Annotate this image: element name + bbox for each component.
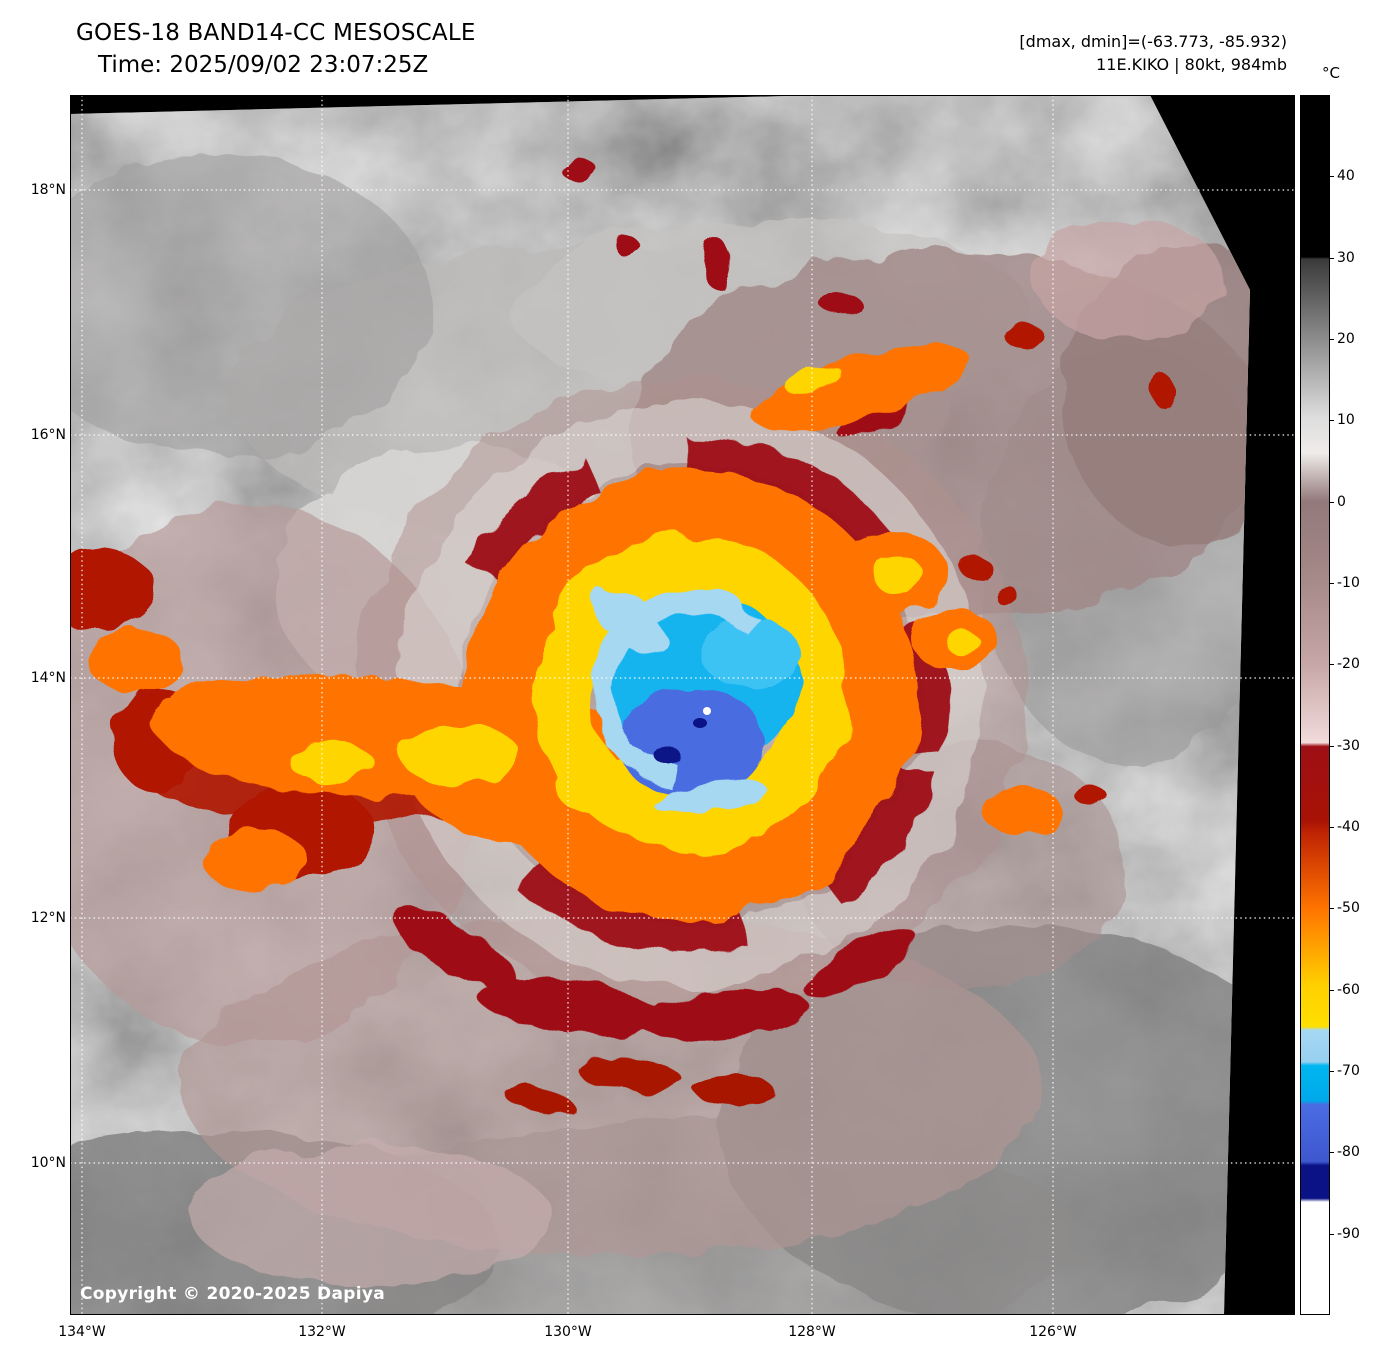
axes-frame [70, 95, 1295, 1315]
lon-label: 126°W [1029, 1324, 1077, 1340]
colorbar [1300, 95, 1330, 1315]
colorbar-tick-label: -50 [1329, 900, 1360, 916]
colorbar-gradient [1301, 96, 1329, 1314]
colorbar-tick-label: 20 [1329, 331, 1355, 347]
satellite-image [70, 95, 1295, 1315]
lon-label: 128°W [788, 1324, 836, 1340]
colorbar-tick-label: -20 [1329, 656, 1360, 672]
storm-info-annotation: 11E.KIKO | 80kt, 984mb [1096, 55, 1287, 74]
hurricane-eye-dot [703, 707, 711, 715]
lat-label: 18°N [30, 182, 66, 198]
lon-label: 132°W [298, 1324, 346, 1340]
dmax-dmin-annotation: [dmax, dmin]=(-63.773, -85.932) [1019, 32, 1287, 51]
colorbar-tick-label: -30 [1329, 738, 1360, 754]
top-right-annotations: [dmax, dmin]=(-63.773, -85.932) 11E.KIKO… [1019, 30, 1287, 76]
satellite-map: Copyright © 2020-2025 Dapiya [70, 95, 1295, 1315]
hurricane-core [590, 589, 800, 814]
lon-label: 130°W [544, 1324, 592, 1340]
colorbar-unit-label: °C [1322, 64, 1340, 82]
colorbar-tick-label: 10 [1329, 412, 1355, 428]
timestamp-label: Time: 2025/09/02 23:07:25Z [98, 52, 429, 78]
colorbar-tick-label: 40 [1329, 168, 1355, 184]
lat-label: 12°N [30, 910, 66, 926]
colorbar-tick-label: -40 [1329, 819, 1360, 835]
lat-label: 14°N [30, 670, 66, 686]
colorbar-tick-label: -60 [1329, 982, 1360, 998]
lat-label: 10°N [30, 1155, 66, 1171]
colorbar-tick-label: -70 [1329, 1063, 1360, 1079]
navy-overshoot-spot [654, 746, 680, 764]
colorbar-tick-label: 0 [1329, 494, 1346, 510]
lon-label: 134°W [58, 1324, 106, 1340]
colorbar-tick-label: -90 [1329, 1226, 1360, 1242]
colorbar-tick-label: 30 [1329, 250, 1355, 266]
colorbar-tick-label: -10 [1329, 575, 1360, 591]
sector-data [70, 95, 1250, 1315]
lat-label: 16°N [30, 427, 66, 443]
page-title: GOES-18 BAND14-CC MESOSCALE [76, 20, 476, 46]
copyright-text: Copyright © 2020-2025 Dapiya [80, 1284, 385, 1304]
graticule [70, 95, 1295, 1315]
colorbar-tick-label: -80 [1329, 1144, 1360, 1160]
